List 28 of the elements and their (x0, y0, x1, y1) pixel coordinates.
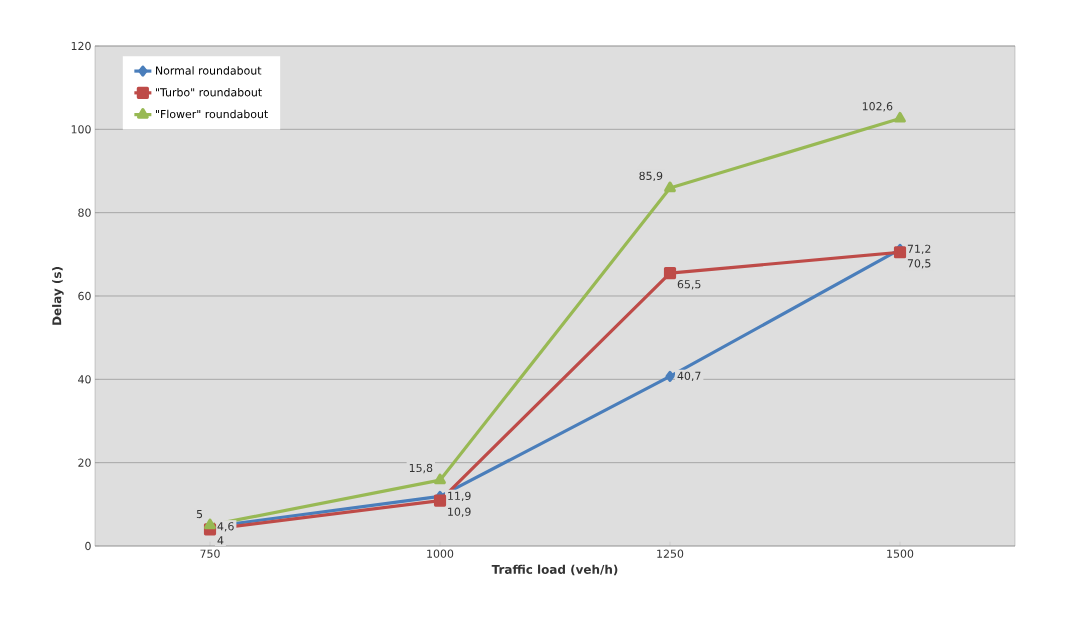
data-label: 102,6 (862, 102, 893, 112)
x-tick-label: 1500 (887, 549, 914, 558)
data-label: 11,9 (448, 491, 471, 502)
x-tick-label: 750 (200, 549, 220, 558)
x-tick-label: 1000 (427, 549, 454, 558)
y-tick-label: 60 (78, 291, 91, 301)
y-tick-label: 100 (71, 125, 91, 134)
data-label: 71,2 (907, 244, 931, 255)
y-tick-label: 20 (78, 458, 91, 467)
data-label: 4 (217, 536, 224, 545)
y-axis-title: Delay (s) (52, 267, 64, 325)
y-tick-label: 40 (78, 375, 91, 384)
data-label: 70,5 (907, 259, 931, 269)
legend-label: Normal roundabout (156, 66, 262, 75)
legend-label: "Turbo" roundabout (156, 87, 262, 97)
x-axis-title: Traffic load (veh/h) (491, 564, 618, 576)
x-tick-label: 1250 (657, 549, 684, 558)
y-tick-label: 80 (78, 208, 91, 217)
data-label: 4,6 (217, 522, 234, 532)
y-tick-label: 0 (85, 541, 91, 551)
data-label: 15,8 (409, 463, 433, 474)
data-label: 65,5 (677, 280, 701, 290)
legend-label: "Flower" roundabout (156, 109, 268, 119)
data-label: 40,7 (677, 371, 701, 382)
data-label: 10,9 (448, 507, 471, 517)
y-tick-label: 120 (71, 41, 91, 51)
data-label: 85,9 (639, 171, 663, 182)
data-label: 5 (196, 510, 203, 519)
